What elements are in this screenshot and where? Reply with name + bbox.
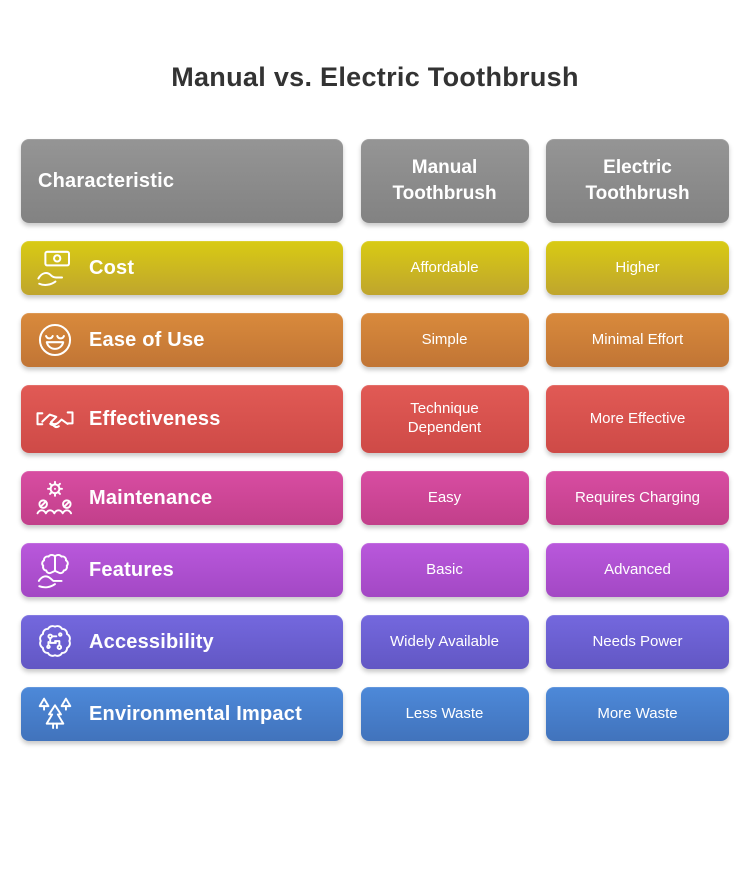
cell-value: More Effective [589,409,686,427]
cost-electric-cell: Higher [546,241,729,295]
features-manual-cell: Basic [360,543,529,597]
header-characteristic-label: Characteristic [38,169,175,192]
row-environmental-impact: Environmental Impact Less Waste More Was… [21,687,729,741]
effectiveness-manual-cell: Technique Dependent [360,385,529,453]
cell-value: Less Waste [405,704,484,722]
brain-hand-icon [34,549,76,591]
maintenance-label-cell: Maintenance [21,471,343,525]
row-label: Features [89,558,174,581]
maintenance-electric-cell: Requires Charging [546,471,729,525]
environmental-manual-cell: Less Waste [360,687,529,741]
environmental-electric-cell: More Waste [546,687,729,741]
cell-value: Minimal Effort [591,330,684,348]
header-electric-label: Electric Toothbrush [585,157,690,204]
row-label: Ease of Use [89,328,205,351]
row-cost: Cost Affordable Higher [21,241,729,295]
accessibility-manual-cell: Widely Available [360,615,529,669]
cell-value: Basic [426,560,463,578]
header-cell-characteristic: Characteristic [21,139,343,223]
laughing-face-icon [34,319,76,361]
row-label: Accessibility [89,630,214,653]
row-features: Features Basic Advanced [21,543,729,597]
ease-electric-cell: Minimal Effort [546,313,729,367]
cost-manual-cell: Affordable [360,241,529,295]
ease-label-cell: Ease of Use [21,313,343,367]
cell-value: Requires Charging [574,488,701,506]
handshake-icon [34,398,76,440]
cell-value: Higher [615,258,660,276]
header-manual-label: Manual Toothbrush [392,157,497,204]
cell-value: Widely Available [390,632,499,650]
money-hand-icon [34,247,76,289]
cell-value: Easy [427,488,462,506]
header-cell-manual: Manual Toothbrush [360,139,529,223]
accessibility-electric-cell: Needs Power [546,615,729,669]
cost-label-cell: Cost [21,241,343,295]
header-cell-electric: Electric Toothbrush [546,139,729,223]
cell-value: Needs Power [592,632,683,650]
features-electric-cell: Advanced [546,543,729,597]
comparison-table: Characteristic Manual Toothbrush Electri… [21,139,729,741]
maintenance-manual-cell: Easy [360,471,529,525]
row-label: Maintenance [89,486,213,509]
cell-value: More Waste [597,704,678,722]
environmental-label-cell: Environmental Impact [21,687,343,741]
pine-trees-icon [34,693,76,735]
row-effectiveness: Effectiveness Technique Dependent More E… [21,385,729,453]
row-label: Environmental Impact [89,702,302,725]
effectiveness-label-cell: Effectiveness [21,385,343,453]
header-row: Characteristic Manual Toothbrush Electri… [21,139,729,223]
cell-value: Affordable [410,258,479,276]
cell-value: Technique Dependent [407,400,482,436]
features-label-cell: Features [21,543,343,597]
accessibility-label-cell: Accessibility [21,615,343,669]
page-title: Manual vs. Electric Toothbrush [171,62,579,92]
effectiveness-electric-cell: More Effective [546,385,729,453]
cell-value: Simple [421,330,468,348]
row-maintenance: Maintenance Easy Requires Charging [21,471,729,525]
brain-circuit-icon [34,621,76,663]
row-label: Effectiveness [89,407,221,430]
row-accessibility: Accessibility Widely Available Needs Pow… [21,615,729,669]
cell-value: Advanced [604,560,671,578]
ease-manual-cell: Simple [360,313,529,367]
row-label: Cost [89,256,135,279]
row-ease-of-use: Ease of Use Simple Minimal Effort [21,313,729,367]
gears-icon [34,477,76,519]
